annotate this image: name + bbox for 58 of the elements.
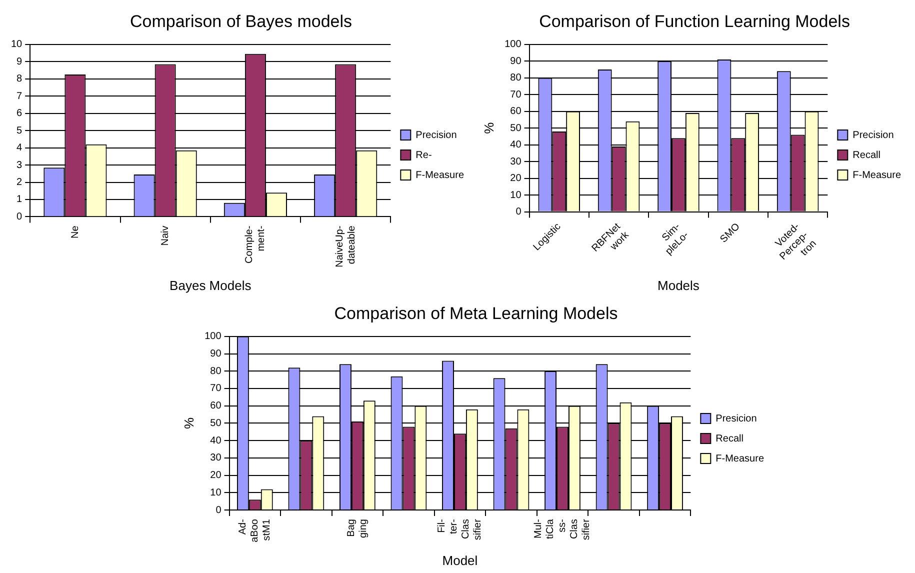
y-tick-label: 70 bbox=[210, 383, 222, 394]
y-tick-label: 7 bbox=[16, 90, 23, 102]
legend-label: Recall bbox=[852, 150, 880, 161]
legend-label: Re- bbox=[416, 150, 432, 161]
y-tick-label: 30 bbox=[510, 156, 522, 168]
y-tick-label: 90 bbox=[210, 348, 222, 360]
y-tick-label: 0 bbox=[16, 211, 23, 222]
x-tick-label: Ne bbox=[70, 225, 81, 239]
y-tick-label: 0 bbox=[216, 504, 222, 516]
y-tick-label: 60 bbox=[510, 106, 522, 118]
y-tick-label: 30 bbox=[210, 452, 222, 464]
y-tick-label: 8 bbox=[16, 74, 23, 85]
x-tick-label: Bag ging bbox=[346, 519, 370, 538]
x-tick-label: Mul- tiCla ss- Clas sifier bbox=[533, 518, 592, 540]
y-tick-label: 4 bbox=[16, 142, 23, 154]
y-tick-label: 0 bbox=[516, 206, 522, 218]
legend-label: Recall bbox=[716, 433, 744, 444]
x-axis-title: Bayes Models bbox=[170, 278, 252, 293]
y-tick-label: 90 bbox=[510, 56, 522, 67]
chart-title: Comparison of Function Learning Models bbox=[539, 12, 850, 31]
y-tick-label: 80 bbox=[510, 72, 522, 84]
y-tick-label: 100 bbox=[204, 331, 222, 342]
y-axis-title: % bbox=[181, 417, 196, 430]
y-tick-label: 70 bbox=[510, 89, 522, 100]
legend-label: F-Measure bbox=[416, 170, 464, 181]
x-axis-title: Model bbox=[442, 552, 478, 568]
y-tick-label: 10 bbox=[11, 39, 23, 50]
x-tick-label: Ad- aBoo stM1 bbox=[238, 518, 273, 542]
y-tick-label: 1 bbox=[16, 194, 23, 206]
chart-title: Comparison of Meta Learning Models bbox=[334, 304, 618, 323]
y-axis-title: % bbox=[481, 122, 496, 134]
legend-label: Precision bbox=[852, 130, 894, 141]
y-tick-label: 60 bbox=[210, 400, 222, 412]
legend-label: Presicion bbox=[716, 413, 757, 424]
y-tick-label: 50 bbox=[510, 122, 522, 134]
x-tick-label: NaiveUp- dateable bbox=[334, 225, 358, 268]
y-tick-label: 20 bbox=[510, 173, 522, 184]
y-tick-label: 100 bbox=[504, 39, 522, 50]
x-tick-label: Naiv bbox=[160, 226, 172, 246]
y-tick-label: 40 bbox=[210, 435, 222, 446]
legend-label: F-Measure bbox=[852, 170, 902, 181]
y-tick-label: 2 bbox=[16, 177, 23, 188]
legend-label: Precision bbox=[416, 130, 457, 141]
y-tick-label: 10 bbox=[210, 487, 222, 498]
y-tick-label: 50 bbox=[210, 418, 222, 429]
y-tick-label: 5 bbox=[16, 125, 23, 136]
x-tick-label: Comple- ment- bbox=[244, 226, 268, 264]
y-tick-label: 40 bbox=[510, 140, 522, 151]
y-tick-label: 80 bbox=[210, 366, 222, 377]
y-tick-label: 10 bbox=[510, 190, 522, 201]
y-tick-label: 9 bbox=[16, 56, 23, 68]
legend-label: F-Measure bbox=[716, 453, 764, 464]
x-axis-title: Models bbox=[658, 278, 700, 293]
y-tick-label: 6 bbox=[16, 108, 23, 120]
chart-title: Comparison of Bayes models bbox=[130, 12, 352, 31]
y-tick-label: 3 bbox=[16, 160, 23, 171]
y-tick-label: 20 bbox=[210, 470, 222, 482]
x-tick-label: Fil- ter- Clas sifier bbox=[436, 518, 484, 540]
